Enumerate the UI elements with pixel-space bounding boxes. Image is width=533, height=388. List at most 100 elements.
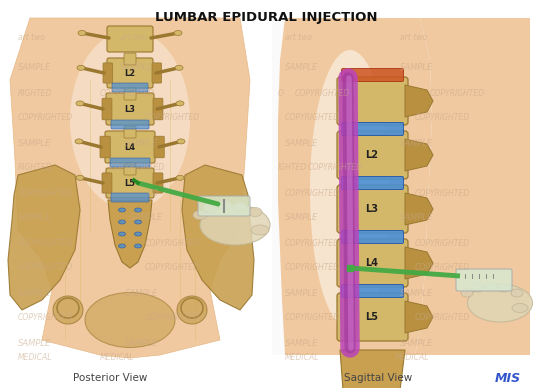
Text: SAMPLE: SAMPLE: [285, 289, 318, 298]
FancyBboxPatch shape: [111, 120, 149, 129]
FancyBboxPatch shape: [342, 69, 403, 81]
Text: SAMPLE: SAMPLE: [18, 213, 51, 222]
FancyBboxPatch shape: [153, 173, 163, 193]
Ellipse shape: [118, 244, 125, 248]
Text: COPYRIGHTED: COPYRIGHTED: [285, 239, 340, 248]
FancyBboxPatch shape: [153, 98, 163, 120]
Text: COPYRIGHTED: COPYRIGHTED: [145, 314, 200, 322]
Text: COPYRIGHTED: COPYRIGHTED: [308, 163, 363, 173]
Text: L3: L3: [366, 204, 378, 214]
Text: COPYRIGHTED: COPYRIGHTED: [285, 114, 340, 123]
Ellipse shape: [76, 175, 84, 180]
FancyBboxPatch shape: [337, 77, 408, 125]
Polygon shape: [405, 247, 433, 279]
Ellipse shape: [248, 208, 262, 217]
Polygon shape: [272, 18, 530, 355]
Ellipse shape: [177, 139, 185, 144]
Polygon shape: [182, 165, 254, 310]
Text: COPYRIGHTED: COPYRIGHTED: [18, 239, 73, 248]
Text: COPYRIGHTED: COPYRIGHTED: [415, 263, 470, 272]
FancyBboxPatch shape: [106, 93, 154, 125]
Text: COPYRIGHTED: COPYRIGHTED: [145, 114, 200, 123]
Text: L3: L3: [125, 106, 135, 114]
Ellipse shape: [134, 232, 141, 236]
FancyBboxPatch shape: [107, 26, 153, 52]
Text: COPYRIGHTED: COPYRIGHTED: [415, 314, 470, 322]
Ellipse shape: [193, 211, 207, 220]
Text: MEDICAL: MEDICAL: [395, 353, 430, 362]
Polygon shape: [278, 18, 432, 355]
Text: L4: L4: [124, 144, 135, 152]
Polygon shape: [340, 350, 405, 388]
Ellipse shape: [70, 30, 190, 210]
FancyBboxPatch shape: [342, 230, 403, 244]
Text: COPYRIGHTED: COPYRIGHTED: [18, 263, 73, 272]
Text: CO: CO: [148, 189, 159, 197]
FancyBboxPatch shape: [198, 196, 250, 216]
Text: COPYRIGHTED: COPYRIGHTED: [415, 114, 470, 123]
Polygon shape: [415, 18, 530, 355]
Text: L2: L2: [124, 69, 135, 78]
Text: L2: L2: [366, 150, 378, 160]
FancyBboxPatch shape: [337, 293, 408, 341]
FancyBboxPatch shape: [110, 158, 150, 167]
FancyBboxPatch shape: [456, 269, 512, 291]
Ellipse shape: [512, 303, 528, 312]
Ellipse shape: [78, 31, 86, 35]
FancyBboxPatch shape: [337, 131, 408, 179]
Text: SAMPLE: SAMPLE: [130, 213, 163, 222]
Text: SAMPLE: SAMPLE: [18, 289, 51, 298]
Ellipse shape: [76, 101, 84, 106]
Ellipse shape: [176, 101, 184, 106]
Text: SAMPLE: SAMPLE: [400, 289, 433, 298]
Text: SAMPLE: SAMPLE: [18, 139, 51, 147]
Ellipse shape: [200, 205, 270, 245]
FancyBboxPatch shape: [152, 63, 161, 83]
Ellipse shape: [53, 296, 83, 324]
FancyBboxPatch shape: [103, 63, 112, 83]
Text: MIS: MIS: [495, 371, 521, 385]
Text: SAMPLE: SAMPLE: [125, 139, 158, 147]
Text: L4: L4: [366, 258, 378, 268]
Ellipse shape: [118, 232, 125, 236]
Text: SAMPLE: SAMPLE: [400, 338, 433, 348]
FancyBboxPatch shape: [111, 193, 149, 202]
Text: COPYRIGHTED: COPYRIGHTED: [415, 239, 470, 248]
Text: RIGHTED: RIGHTED: [18, 163, 52, 173]
Ellipse shape: [134, 244, 141, 248]
Text: SAMPLE: SAMPLE: [400, 213, 433, 222]
Ellipse shape: [203, 203, 217, 213]
Text: IGHTED: IGHTED: [278, 163, 307, 173]
FancyBboxPatch shape: [102, 98, 112, 120]
Text: art two: art two: [400, 33, 427, 43]
Ellipse shape: [310, 50, 390, 330]
Ellipse shape: [118, 208, 125, 212]
Ellipse shape: [175, 65, 183, 70]
FancyBboxPatch shape: [342, 123, 403, 135]
Text: art two: art two: [285, 33, 312, 43]
Text: SAMPLE: SAMPLE: [400, 139, 433, 147]
Text: COPYRIGHTED: COPYRIGHTED: [18, 114, 73, 123]
Ellipse shape: [233, 203, 247, 211]
FancyBboxPatch shape: [154, 136, 164, 158]
Ellipse shape: [174, 31, 182, 35]
Text: COPYRIGHTED: COPYRIGHTED: [285, 189, 340, 197]
Text: SAMPLE: SAMPLE: [400, 64, 433, 73]
FancyBboxPatch shape: [124, 163, 136, 175]
Ellipse shape: [77, 65, 85, 70]
Text: COPYRIGHTED: COPYRIGHTED: [285, 263, 340, 272]
Text: O: O: [278, 88, 284, 97]
FancyBboxPatch shape: [100, 136, 110, 158]
Text: LUMBAR EPIDURAL INJECTION: LUMBAR EPIDURAL INJECTION: [155, 11, 377, 24]
FancyBboxPatch shape: [337, 185, 408, 233]
Polygon shape: [10, 18, 250, 358]
Ellipse shape: [511, 289, 523, 297]
Text: SAMPLE: SAMPLE: [285, 139, 318, 147]
Polygon shape: [405, 193, 433, 225]
FancyBboxPatch shape: [106, 168, 154, 198]
Ellipse shape: [218, 201, 232, 210]
Text: SAMPLE: SAMPLE: [285, 213, 318, 222]
Polygon shape: [108, 200, 152, 268]
FancyBboxPatch shape: [107, 58, 153, 88]
Text: COPYRIGHTED: COPYRIGHTED: [430, 88, 485, 97]
